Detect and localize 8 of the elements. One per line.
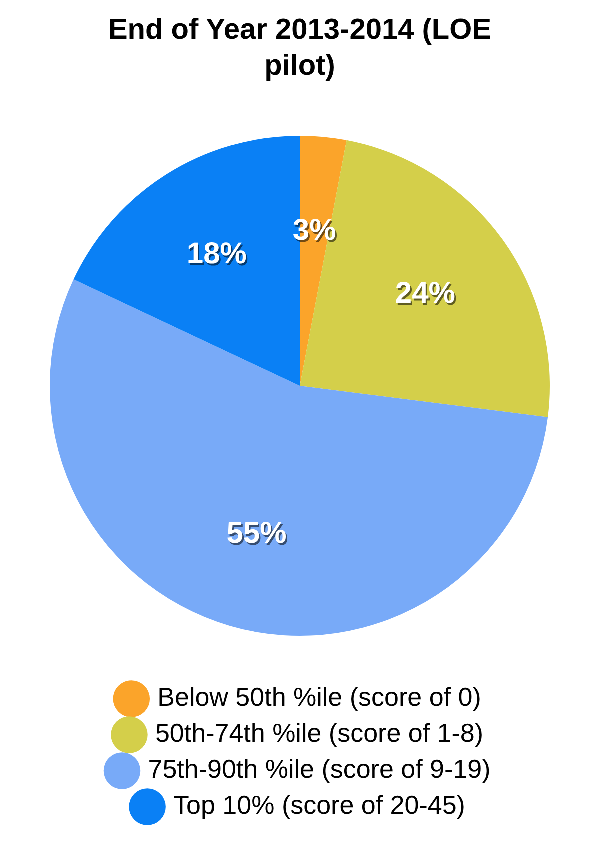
data-label: 55% [228, 519, 288, 552]
legend-label: 75th-90th %ile (score of 9-19) [148, 754, 491, 784]
legend-label: Below 50th %ile (score of 0) [158, 682, 482, 712]
data-label: 24% [396, 279, 457, 312]
data-label: 18% [188, 239, 248, 272]
chart-title: End of Year 2013-2014 (LOE pilot) [107, 13, 493, 84]
legend-label: 50th-74th %ile (score of 1-8) [155, 718, 484, 748]
legend-label: Top 10% (score of 20-45) [174, 790, 466, 820]
